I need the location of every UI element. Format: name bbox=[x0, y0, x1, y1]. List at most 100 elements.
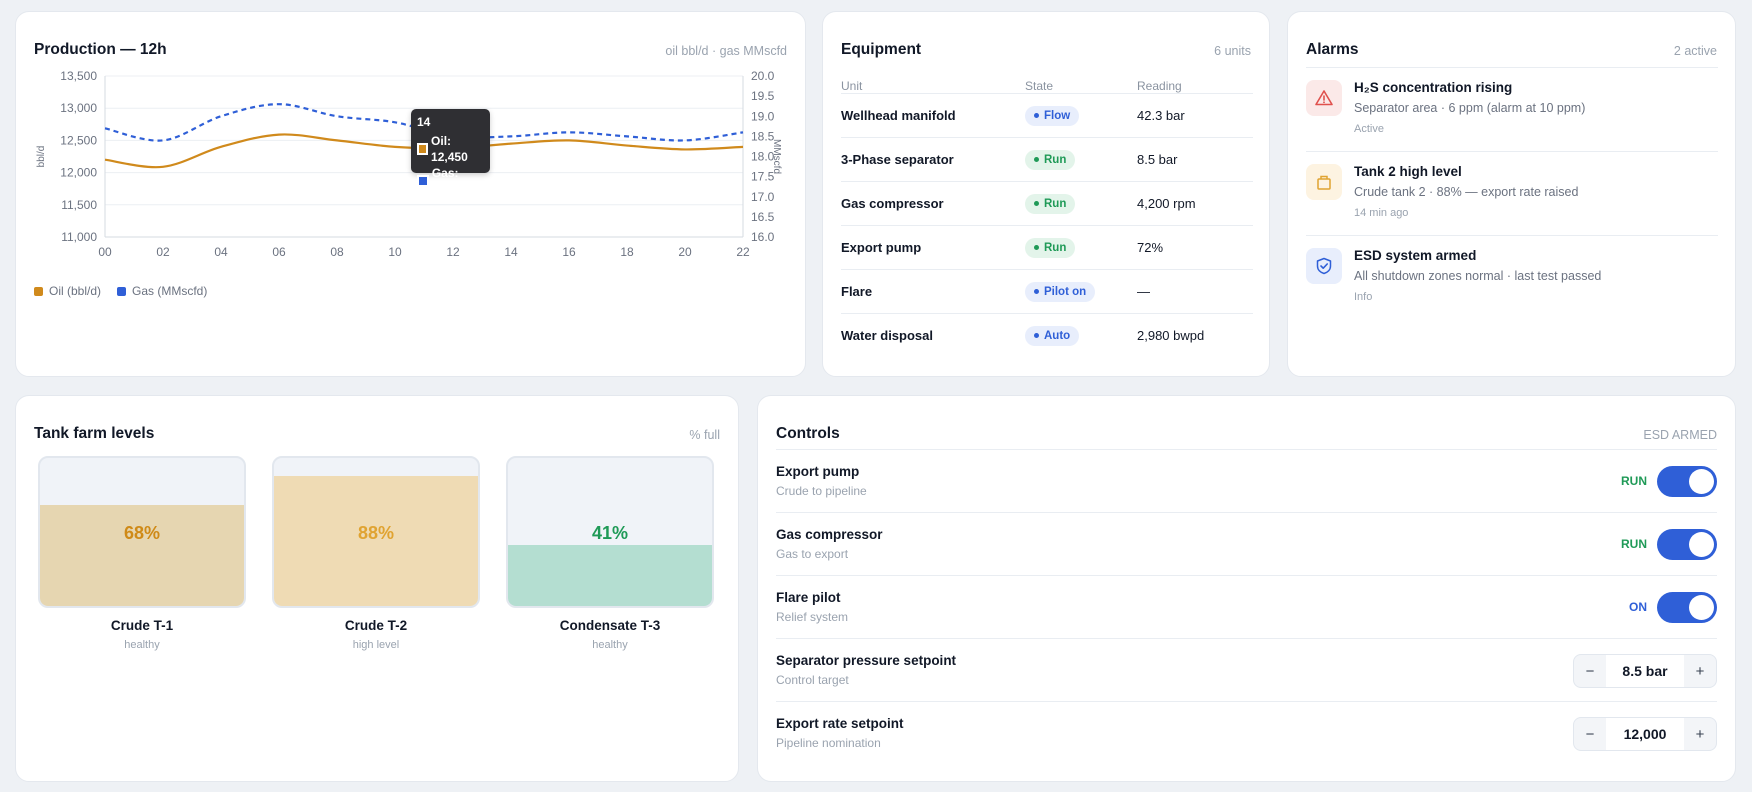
column-header-reading: Reading bbox=[1137, 79, 1182, 93]
tank-percent: 68% bbox=[123, 523, 161, 543]
export-pump-toggle[interactable] bbox=[1657, 466, 1717, 497]
equipment-state: Auto bbox=[1025, 325, 1137, 346]
y-left-tick-label: 11,000 bbox=[61, 230, 97, 244]
status-dot bbox=[1034, 333, 1039, 338]
tank-percent: 88% bbox=[357, 523, 395, 543]
y-right-tick-label: 19.5 bbox=[751, 89, 775, 103]
legend-label-gas: Gas (MMscfd) bbox=[132, 284, 208, 298]
column-header-state: State bbox=[1025, 79, 1054, 93]
legend-label-oil: Oil (bbl/d) bbox=[49, 284, 102, 298]
alarm-item-h2s[interactable]: H₂S concentration rising Separator area … bbox=[1306, 67, 1718, 151]
y-left-tick-label: 13,500 bbox=[60, 69, 97, 83]
y-left-tick-label: 13,000 bbox=[60, 101, 97, 115]
equipment-row[interactable]: Flare Pilot on — bbox=[841, 269, 1253, 313]
tank-gauge: 41% bbox=[506, 456, 714, 608]
tank-farm-title: Tank farm levels bbox=[34, 425, 155, 442]
decrement-button[interactable]: − bbox=[1585, 725, 1595, 743]
production-units: oil bbl/d · gas MMscfd bbox=[665, 44, 787, 58]
alarm-title: ESD system armed bbox=[1354, 248, 1477, 263]
chart-legend: Oil (bbl/d) Gas (MMscfd) bbox=[34, 284, 207, 298]
stepper-value[interactable]: 8.5 bar bbox=[1606, 655, 1684, 687]
increment-button[interactable]: + bbox=[1695, 725, 1705, 743]
increment-button[interactable]: + bbox=[1695, 662, 1705, 680]
x-tick-label: 16 bbox=[562, 245, 576, 259]
status-badge: Run bbox=[1025, 193, 1076, 214]
equipment-state: Flow bbox=[1025, 105, 1137, 126]
x-tick-label: 04 bbox=[214, 245, 228, 259]
control-name: Separator pressure setpoint bbox=[776, 653, 957, 668]
x-tick-label: 02 bbox=[156, 245, 170, 259]
toggle-knob bbox=[1689, 595, 1714, 620]
controls-title: Controls bbox=[776, 425, 840, 442]
equipment-state: Run bbox=[1025, 193, 1137, 214]
tank-farm-card: Tank farm levels % full 68% Crude T-1 heal… bbox=[15, 395, 739, 782]
equipment-reading: 4,200 rpm bbox=[1137, 196, 1196, 211]
equipment-state: Run bbox=[1025, 237, 1137, 258]
y-right-tick-label: 16.0 bbox=[751, 230, 775, 244]
y-right-axis-label: MMscfd bbox=[771, 139, 782, 174]
tank-name: Crude T-2 bbox=[344, 618, 408, 633]
legend-item-oil[interactable]: Oil (bbl/d) bbox=[34, 284, 101, 298]
alarm-description: All shutdown zones normal · last test pa… bbox=[1354, 269, 1602, 283]
status-badge: Auto bbox=[1025, 325, 1080, 346]
x-tick-label: 18 bbox=[620, 245, 634, 259]
status-badge: Run bbox=[1025, 149, 1076, 170]
status-dot bbox=[1034, 245, 1039, 250]
equipment-row[interactable]: Gas compressor Run 4,200 rpm bbox=[841, 181, 1253, 225]
tank-name: Condensate T-3 bbox=[559, 618, 661, 633]
alarm-icon-bg bbox=[1306, 80, 1342, 116]
tank-fill bbox=[274, 475, 478, 606]
legend-item-gas[interactable]: Gas (MMscfd) bbox=[117, 284, 207, 298]
y-right-tick-label: 18.0 bbox=[751, 150, 775, 164]
warning-triangle-icon bbox=[1315, 90, 1333, 106]
equipment-row[interactable]: 3-Phase separator Run 8.5 bar bbox=[841, 137, 1253, 181]
equipment-row[interactable]: Water disposal Auto 2,980 bwpd bbox=[841, 313, 1253, 357]
y-right-tick-label: 20.0 bbox=[751, 69, 775, 83]
alarm-meta: Info bbox=[1354, 291, 1373, 303]
tooltip-gas-swatch bbox=[417, 175, 429, 187]
tank-icon bbox=[1317, 175, 1331, 190]
alarms-count: 2 active bbox=[1673, 44, 1717, 58]
x-tick-label: 20 bbox=[678, 245, 692, 259]
equipment-unit: Gas compressor bbox=[841, 196, 944, 211]
tank-name: Crude T-1 bbox=[110, 618, 174, 633]
chart-tooltip: 14 Oil: 12,450 Gas: 18.5 bbox=[411, 109, 490, 196]
x-tick-label: 10 bbox=[388, 245, 402, 259]
stepper-value[interactable]: 12,000 bbox=[1606, 718, 1684, 750]
alarm-item-esd[interactable]: ESD system armed All shutdown zones norm… bbox=[1306, 235, 1718, 319]
y-left-axis-label: bbl/d bbox=[36, 146, 47, 168]
tank-status: healthy bbox=[592, 639, 628, 651]
y-left-tick-label: 11,500 bbox=[61, 198, 97, 212]
toggle-knob bbox=[1689, 532, 1714, 557]
y-right-tick-label: 18.5 bbox=[751, 129, 775, 143]
tank-farm-unit: % full bbox=[689, 428, 720, 442]
y-right-tick-label: 16.5 bbox=[751, 210, 775, 224]
control-row-flare-pilot: Flare pilot Relief system ON bbox=[776, 575, 1717, 638]
decrement-button[interactable]: − bbox=[1585, 662, 1595, 680]
tooltip-title: 14 bbox=[417, 115, 431, 129]
alarm-meta: Active bbox=[1354, 123, 1384, 135]
status-badge: Run bbox=[1025, 237, 1076, 258]
equipment-row[interactable]: Wellhead manifold Flow 42.3 bar bbox=[841, 93, 1253, 137]
flare-pilot-toggle[interactable] bbox=[1657, 592, 1717, 623]
equipment-reading: 72% bbox=[1137, 240, 1164, 255]
y-right-tick-label: 19.0 bbox=[751, 109, 775, 123]
status-dot bbox=[1034, 113, 1039, 118]
alarm-item-tank-2[interactable]: Tank 2 high level Crude tank 2 · 88% — e… bbox=[1306, 151, 1718, 235]
toggle-knob bbox=[1689, 469, 1714, 494]
control-description: Relief system bbox=[776, 610, 849, 624]
equipment-row[interactable]: Export pump Run 72% bbox=[841, 225, 1253, 269]
esd-status: ESD ARMED bbox=[1643, 428, 1717, 442]
tooltip-gas-value: Gas: 18.5 bbox=[431, 166, 459, 196]
status-dot bbox=[1034, 289, 1039, 294]
x-tick-label: 06 bbox=[272, 245, 286, 259]
gas-compressor-toggle[interactable] bbox=[1657, 529, 1717, 560]
x-tick-label: 12 bbox=[446, 245, 460, 259]
equipment-state: Run bbox=[1025, 149, 1137, 170]
legend-swatch-oil bbox=[34, 287, 43, 296]
equipment-reading: — bbox=[1137, 284, 1150, 299]
equipment-title: Equipment bbox=[841, 41, 922, 58]
control-row-separator-setpoint: Separator pressure setpoint Control targ… bbox=[776, 638, 1717, 701]
control-description: Gas to export bbox=[776, 547, 849, 561]
tooltip-oil-row: Oil: 12,450 bbox=[417, 133, 484, 165]
